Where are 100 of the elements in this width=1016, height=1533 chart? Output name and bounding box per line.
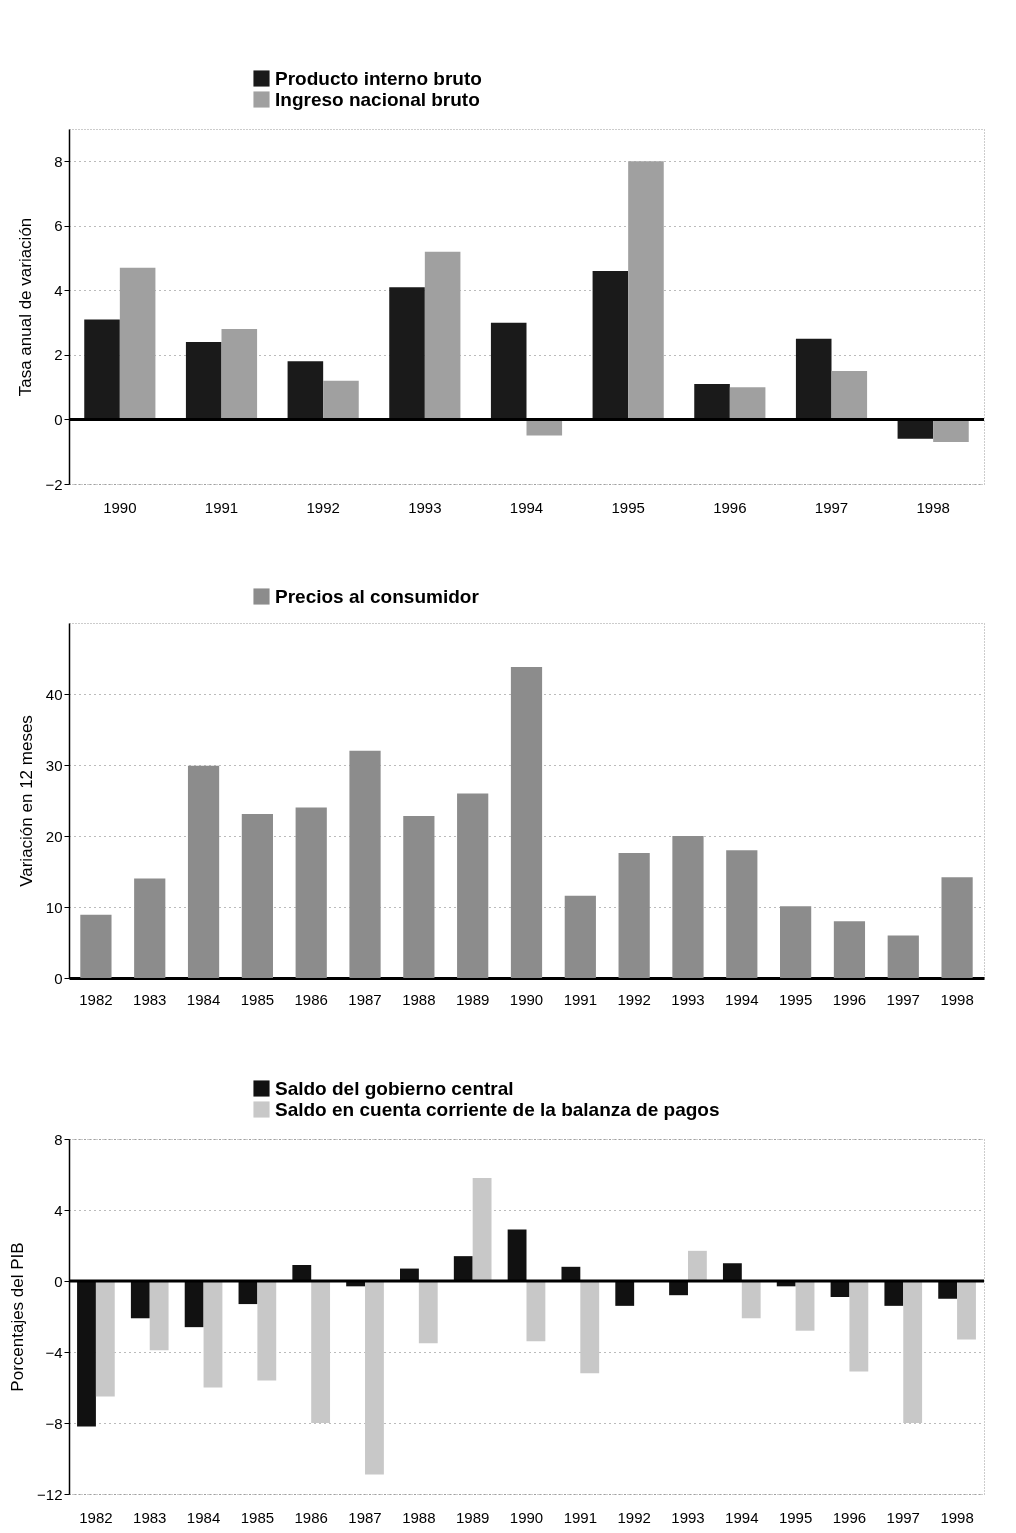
x-tick-label: 1989 [455,990,490,1008]
bar [457,793,489,978]
y-tick-label: 2 [54,346,63,364]
y-tick-label: −8 [45,1414,63,1432]
x-tick-label: 1993 [671,1508,705,1526]
bar [323,380,359,420]
bar [884,1281,904,1306]
y-tick-label: 8 [54,152,63,170]
bar [187,765,220,978]
x-tick-label: 1987 [348,1508,382,1526]
bar [365,1281,384,1475]
x-tick-label: 1994 [509,498,544,516]
bar [95,1281,115,1397]
y-axis-title: Porcentajes del PIB [8,1242,28,1392]
bar [134,878,166,978]
bar [726,850,758,978]
x-tick-label: 1991 [563,990,598,1008]
x-tick-label: 1992 [617,990,651,1008]
x-tick-label: 1993 [408,498,442,516]
bar [672,836,704,978]
x-tick-label: 1987 [348,990,382,1008]
bar [795,338,832,420]
bar [184,1281,204,1328]
y-tick-label: 10 [45,898,63,916]
x-tick-label: 1990 [509,1508,544,1526]
y-tick-label: −12 [37,1485,63,1503]
bar [311,1281,331,1423]
bar [349,750,381,978]
x-tick-label: 1992 [306,498,340,516]
y-tick-label: −4 [45,1343,63,1361]
x-tick-label: 1985 [240,1508,275,1526]
bar [292,1265,312,1281]
x-tick-label: 1992 [617,1508,651,1526]
bar [903,1281,923,1423]
legend-label: Saldo en cuenta corriente de la balanza de pagos [275,1098,720,1120]
x-tick-label: 1990 [103,498,137,516]
bar [472,1178,492,1281]
x-tick-label: 1985 [240,990,275,1008]
bar [694,383,730,420]
y-tick-label: 40 [45,685,63,703]
x-tick-label: 1982 [79,1508,113,1526]
bar [831,371,868,420]
bar [833,921,866,978]
x-tick-label: 1997 [886,990,920,1008]
x-tick-label: 1989 [455,1508,490,1526]
bar [510,667,543,978]
bar [130,1281,150,1319]
x-tick-label: 1988 [402,990,436,1008]
x-tick-label: 1997 [814,498,849,516]
x-tick-label: 1986 [294,1508,328,1526]
bar [618,853,650,978]
x-tick-label: 1982 [79,990,113,1008]
x-tick-label: 1997 [886,1508,920,1526]
y-axis-title: Variación en 12 meses [16,715,36,887]
bar [287,361,324,420]
x-tick-label: 1990 [509,990,544,1008]
x-tick-label: 1984 [186,990,221,1008]
bar [424,251,461,420]
bar [592,271,629,420]
legend-label: Precios al consumidor [275,585,480,607]
bar [564,895,596,978]
x-tick-label: 1995 [778,1508,813,1526]
y-axis-title: Tasa anual de variación [16,217,36,397]
bar [580,1281,600,1374]
x-tick-label: 1998 [940,1508,974,1526]
x-tick-label: 1993 [671,990,705,1008]
bar [185,342,222,420]
bar [80,914,112,978]
x-tick-label: 1994 [725,1508,759,1526]
bar [941,877,973,978]
x-tick-label: 1996 [713,498,747,516]
bar [687,1250,707,1281]
bar [957,1281,976,1340]
y-tick-label: 8 [54,1130,63,1148]
legend-label: Ingreso nacional bruto [275,88,480,110]
bar [615,1281,635,1306]
bar [77,1281,96,1427]
bar [526,1281,546,1342]
bar [628,161,664,420]
bar [887,935,919,978]
bar [257,1281,277,1381]
bar [418,1281,438,1344]
bar [897,419,934,439]
bar [722,1263,742,1281]
x-tick-label: 1991 [563,1508,598,1526]
x-tick-label: 1998 [916,498,950,516]
bar [780,906,812,978]
bar [221,329,258,420]
bar [849,1281,869,1372]
x-tick-label: 1986 [294,990,328,1008]
legend-label: Saldo del gobierno central [275,1077,514,1099]
x-tick-label: 1995 [611,498,645,516]
x-tick-label: 1998 [940,990,974,1008]
y-tick-label: 20 [45,827,63,845]
bar [729,387,766,420]
x-tick-label: 1991 [204,498,239,516]
x-tick-label: 1994 [725,990,759,1008]
bar [933,419,969,443]
y-tick-label: 0 [54,969,63,987]
y-tick-label: 4 [54,281,63,299]
